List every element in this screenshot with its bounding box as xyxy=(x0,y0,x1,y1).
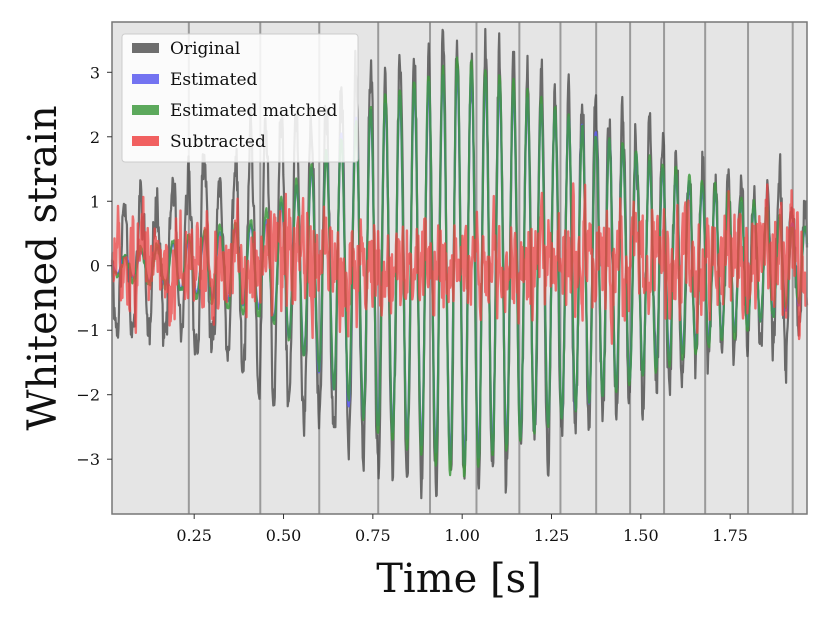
legend-swatch-estimated xyxy=(132,74,159,84)
x-axis: 0.25 0.50 0.75 1.00 1.25 1.50 1.75 xyxy=(176,514,748,545)
x-tick-label: 0.75 xyxy=(355,526,391,545)
y-axis-label: Whitened strain xyxy=(20,105,66,430)
legend-label-subtracted: Subtracted xyxy=(170,132,266,152)
legend-box xyxy=(121,33,359,163)
x-tick-label: 1.75 xyxy=(712,526,748,545)
legend-swatch-subtracted xyxy=(132,136,159,146)
y-axis: −3 −2 −1 0 1 2 3 xyxy=(76,63,112,469)
y-tick-label: 2 xyxy=(90,128,100,147)
series-line-estimated-matched xyxy=(110,56,809,478)
plot-frame xyxy=(111,21,808,515)
y-tick-label: 3 xyxy=(90,63,100,82)
legend-swatch-original xyxy=(132,43,159,53)
y-tick-label: 0 xyxy=(90,257,100,276)
series-layer xyxy=(110,27,809,500)
x-tick-label: 0.50 xyxy=(266,526,302,545)
y-tick-label: 1 xyxy=(90,192,100,211)
x-tick-label: 1.50 xyxy=(623,526,659,545)
y-tick-label: −3 xyxy=(76,450,100,469)
y-tick-label: −2 xyxy=(76,386,100,405)
series-line-subtracted xyxy=(110,182,809,345)
legend-label-estimated: Estimated xyxy=(170,70,258,90)
x-tick-label: 1.00 xyxy=(444,526,480,545)
y-tick-label: −1 xyxy=(76,321,100,340)
x-axis-label: Time [s] xyxy=(376,556,542,602)
legend: Original Estimated Estimated matched Sub… xyxy=(121,33,359,163)
x-tick-label: 0.25 xyxy=(176,526,212,545)
legend-swatch-estimated-matched xyxy=(132,105,159,115)
legend-label-estimated-matched: Estimated matched xyxy=(170,101,337,121)
x-tick-label: 1.25 xyxy=(534,526,570,545)
legend-label-original: Original xyxy=(170,39,240,59)
